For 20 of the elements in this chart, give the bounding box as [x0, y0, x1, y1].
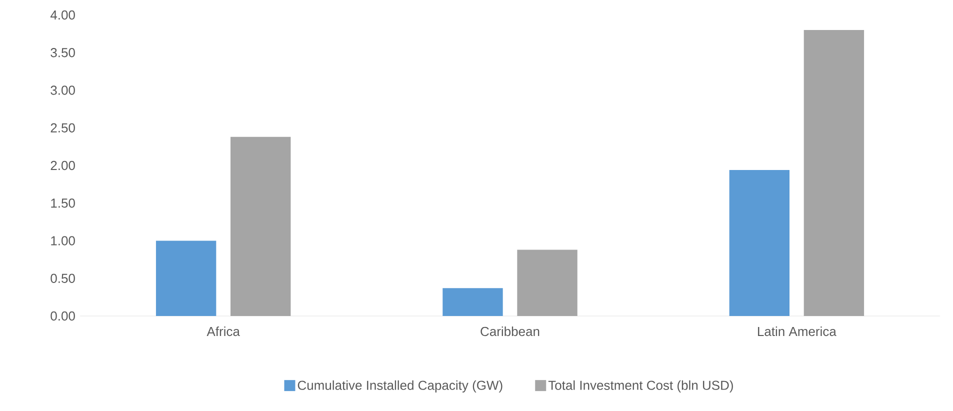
bar	[517, 250, 578, 316]
y-tick-label: 0.50	[50, 274, 75, 283]
y-tick-label: 3.00	[50, 86, 75, 95]
y-tick-label: 2.50	[50, 123, 75, 132]
y-tick-label: 3.50	[50, 48, 75, 58]
bar	[729, 170, 790, 316]
y-tick-label: 1.00	[51, 236, 75, 246]
bar	[442, 288, 503, 316]
x-tick-label: Latin America	[758, 326, 836, 336]
y-tick-label: 2.00	[50, 160, 75, 170]
bar	[804, 30, 864, 316]
y-tick-label: 1.50	[51, 198, 75, 208]
y-tick-label: 4.00	[50, 10, 75, 20]
x-tick-label: Caribbean	[480, 326, 540, 336]
bar	[230, 136, 291, 316]
legend-label: Cumulative Installed Capacity (GW)	[298, 380, 502, 393]
legend-label: Total Investment Cost (bln USD)	[548, 380, 733, 392]
x-tick-label: Africa	[206, 326, 240, 336]
y-tick-label: 0.00	[50, 311, 75, 321]
bar	[156, 240, 216, 316]
